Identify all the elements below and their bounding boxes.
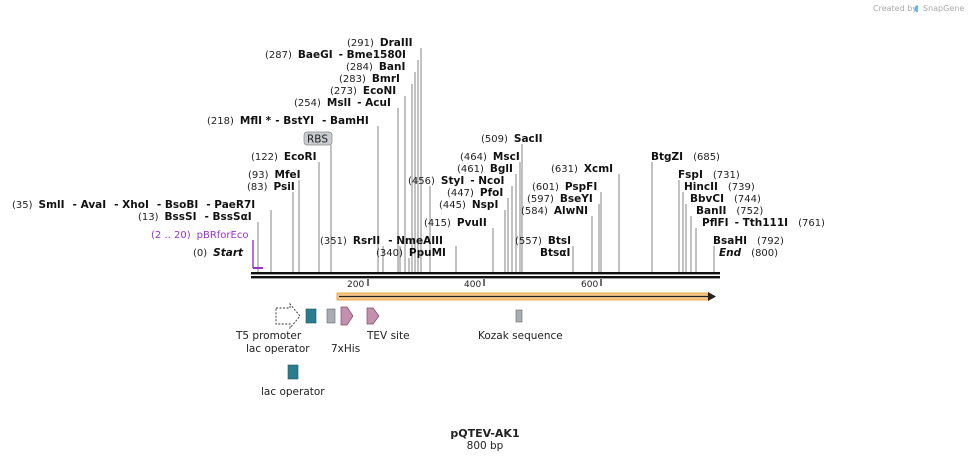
enzyme-label[interactable]: (351) RsrII - NmeAIII — [320, 235, 443, 247]
enzyme-label[interactable]: BtsαI — [540, 247, 570, 259]
ruler: 200 400 600 — [347, 279, 602, 290]
rbs-label: RBS — [307, 134, 328, 146]
credit-text: Created by — [873, 4, 917, 13]
enzyme-label[interactable]: BsaHI (792) — [713, 235, 784, 247]
kozak-feature[interactable] — [515, 309, 523, 323]
sequence-backbone — [251, 272, 720, 279]
enzyme-label[interactable]: (283) BmrI — [339, 73, 400, 85]
map-length: 800 bp — [467, 440, 504, 452]
rbs-feature[interactable]: RBS — [303, 131, 333, 272]
t5-promoter-feature[interactable] — [275, 302, 301, 330]
enzyme-label[interactable]: BanII (752) — [696, 205, 763, 217]
enzyme-label[interactable]: PflFI - Tth111I (761) — [702, 217, 825, 229]
enzyme-label[interactable]: (584) AlwNI — [521, 205, 588, 217]
kozak-label: Kozak sequence — [478, 330, 563, 342]
enzyme-label[interactable]: FspI (731) — [678, 169, 740, 181]
lac-operator-label: lac operator — [246, 343, 310, 355]
enzyme-label[interactable]: (254) MslI - AcuI — [294, 97, 391, 109]
map-title: pQTEV-AK1 — [450, 427, 519, 440]
primer-label[interactable]: (2 .. 20) pBRforEco — [151, 230, 248, 241]
enzyme-label[interactable]: (122) EcoRI — [251, 151, 317, 163]
enzyme-label[interactable]: (284) BanI — [346, 61, 405, 73]
enzyme-label[interactable]: (218) MflI * - BstYI - BamHI — [207, 115, 369, 127]
enzyme-label[interactable]: (509) SacII — [481, 133, 543, 145]
enzyme-label[interactable]: (601) PspFI — [532, 181, 597, 193]
enzyme-label[interactable]: (291) DraIII — [347, 37, 413, 49]
snapgene-logo: ◖ — [914, 4, 919, 14]
enzyme-label[interactable]: (461) BglI — [457, 163, 513, 175]
ruler-tick-label: 400 — [464, 280, 481, 290]
his-tag-feature[interactable] — [340, 306, 354, 326]
ruler-tick-label: 200 — [347, 280, 364, 290]
start-label: (0) Start — [193, 247, 244, 259]
enzyme-label[interactable]: (447) PfoI — [447, 187, 503, 199]
his-tag-label: 7xHis — [331, 343, 360, 355]
enzyme-label[interactable]: (597) BseYI — [527, 193, 593, 205]
lac-operator-feature[interactable] — [305, 308, 317, 324]
enzyme-label[interactable]: (83) PsiI — [247, 181, 295, 193]
snapgene-brand[interactable]: SnapGene — [923, 4, 964, 13]
enzyme-label[interactable]: (464) MscI — [460, 151, 520, 163]
tev-site-feature[interactable] — [366, 307, 380, 325]
enzyme-label[interactable]: (415) PvuII — [424, 217, 487, 229]
enzyme-label[interactable]: BtgZI (685) — [651, 151, 720, 163]
enzyme-label[interactable]: (456) StyI - NcoI — [408, 175, 504, 187]
enzyme-label[interactable]: (273) EcoNI — [330, 85, 396, 97]
enzyme-label[interactable]: (445) NspI — [439, 199, 498, 211]
ruler-tick-label: 600 — [581, 280, 598, 290]
enzyme-label[interactable]: (340) PpuMI — [376, 247, 446, 259]
enzyme-label[interactable]: (631) XcmI — [551, 163, 613, 175]
enzyme-label[interactable]: BbvCI (744) — [690, 193, 761, 205]
enzyme-label[interactable]: HincII (739) — [684, 181, 755, 193]
grey-feature[interactable] — [326, 308, 336, 324]
t5-promoter-label: T5 promoter — [235, 330, 302, 342]
end-label: End (800) — [719, 247, 778, 259]
enzyme-lines — [257, 48, 715, 272]
lac-operator-feature[interactable] — [287, 364, 299, 380]
lac-operator-label: lac operator — [261, 386, 325, 398]
enzyme-label[interactable]: (557) BtsI — [515, 235, 571, 247]
enzyme-label[interactable]: (287) BaeGI - Bme1580I — [265, 49, 406, 61]
enzyme-label[interactable]: (13) BssSI - BssSαI — [138, 211, 252, 223]
enzyme-labels: (291) DraIII (287) BaeGI - Bme1580I (284) Ba… — [12, 37, 825, 259]
enzyme-label[interactable]: (93) MfeI — [248, 169, 301, 181]
orf-arrow[interactable] — [336, 292, 716, 301]
tev-site-label: TEV site — [366, 330, 410, 342]
enzyme-label[interactable]: (35) SmlI - AvaI - XhoI - BsoBI - PaeR7I — [12, 199, 255, 211]
